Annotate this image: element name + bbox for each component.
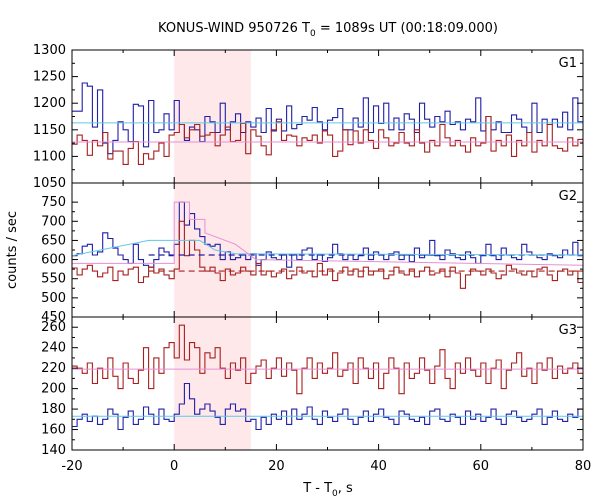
y-tick-label: 500 <box>41 291 66 306</box>
series-red-g1 <box>72 115 583 165</box>
x-tick-label: 0 <box>170 459 178 474</box>
xlabel-main: T - T <box>302 481 332 496</box>
y-tick-label: 160 <box>41 423 66 438</box>
model-pink-g2 <box>72 201 583 266</box>
panel-label: G1 <box>559 56 577 71</box>
panel-label: G2 <box>559 189 577 204</box>
x-tick-label: -20 <box>61 459 82 474</box>
panel-label: G3 <box>559 323 577 338</box>
y-tick-label: 140 <box>41 443 66 458</box>
y-tick-label: 1150 <box>33 123 66 138</box>
y-tick-label: 1300 <box>33 43 66 58</box>
y-tick-label: 600 <box>41 253 66 268</box>
series-red-g3 <box>72 324 583 395</box>
panel-g1: 1050 1100 1150 1200 1250 1300 G1 <box>33 43 584 191</box>
panel-g2: 450 500 550 600 650 700 750 G2 <box>41 182 584 325</box>
y-tick-label: 200 <box>41 382 66 397</box>
series-blue-g1 <box>72 82 583 155</box>
title-rest: = 1089s UT (00:18:09.000) <box>316 21 498 36</box>
title-main: KONUS-WIND 950726 T <box>158 21 310 36</box>
x-tick-label: 80 <box>575 459 592 474</box>
y-tick-label: 700 <box>41 214 66 229</box>
plot-layer: 105011001150120012501300G145050055060065… <box>33 43 591 474</box>
series-blue-g3 <box>72 382 583 431</box>
x-tick-label: 20 <box>268 459 285 474</box>
highlight-band <box>174 50 251 450</box>
panel-plot-area <box>72 82 583 165</box>
y-tick-label: 750 <box>41 195 66 210</box>
y-tick-label: 1100 <box>33 149 66 164</box>
y-tick-label: 1050 <box>33 176 66 191</box>
y-tick-label: 260 <box>41 320 66 335</box>
y-tick-label: 180 <box>41 402 66 417</box>
xlabel-rest: , s <box>338 481 353 496</box>
x-axis-label: T - T0, s <box>302 481 353 499</box>
y-tick-label: 220 <box>41 361 66 376</box>
x-tick-label: 40 <box>370 459 387 474</box>
chart-title: KONUS-WIND 950726 T0 = 1089s UT (00:18:0… <box>158 21 498 39</box>
model-cyan-g2 <box>72 239 583 257</box>
panel-plot-area <box>72 324 583 431</box>
y-tick-label: 550 <box>41 272 66 287</box>
panel-plot-area <box>72 201 583 289</box>
xlabel-subscript: 0 <box>332 489 338 499</box>
y-tick-label: 650 <box>41 233 66 248</box>
y-tick-label: 1200 <box>33 96 66 111</box>
y-tick-label: 240 <box>41 341 66 356</box>
y-axis-label: counts / sec <box>5 211 20 289</box>
panel-g3: 140 160 180 200 220 240 260 G3 <box>41 316 584 458</box>
series-red-g2 <box>72 220 583 289</box>
y-tick-label: 1250 <box>33 70 66 85</box>
title-subscript: 0 <box>310 29 316 39</box>
x-tick-label: 60 <box>473 459 490 474</box>
series-blue-g2 <box>72 201 583 268</box>
y-tick-label: 450 <box>41 310 66 325</box>
